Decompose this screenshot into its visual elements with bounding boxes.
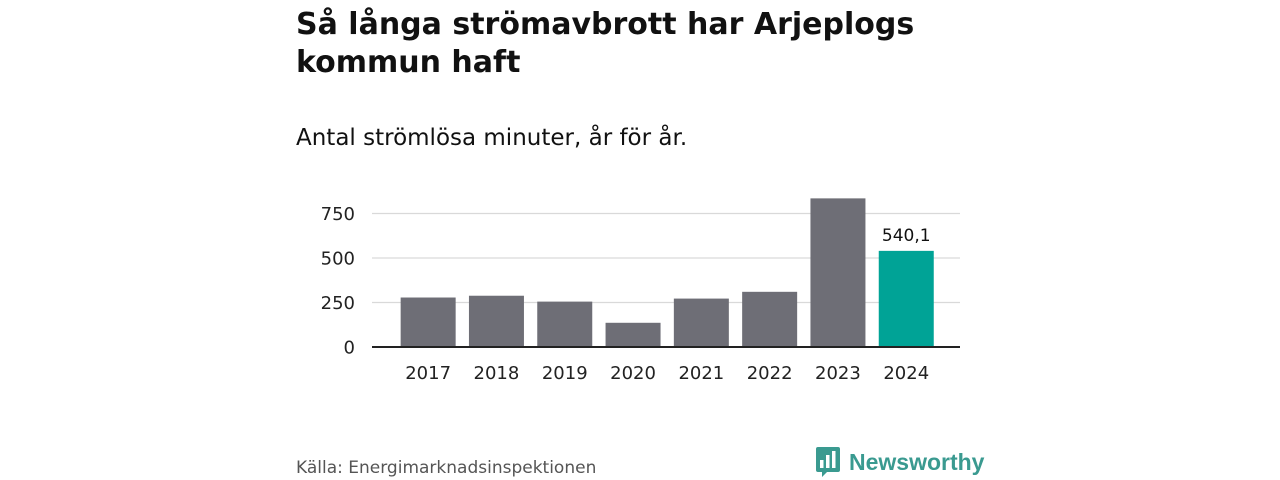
labels: 0 250 500 750 2017 2018 2019 2020 2021 2022 2023 20… bbox=[321, 204, 931, 384]
bar-2018 bbox=[468, 295, 524, 347]
chart-title: Så långa strömavbrott har Arjeplogs komm… bbox=[296, 7, 915, 80]
y-tick-label: 750 bbox=[321, 204, 355, 225]
gridlines bbox=[372, 212, 960, 304]
brand-name: Newsworthy bbox=[849, 449, 985, 475]
y-tick-label: 500 bbox=[321, 249, 355, 270]
chart-subtitle: Antal strömlösa minuter, år för år. bbox=[296, 125, 688, 151]
bar-2020 bbox=[605, 322, 661, 347]
bar-2024 bbox=[878, 250, 934, 347]
y-tick-label: 0 bbox=[344, 338, 355, 359]
x-tick-label: 2021 bbox=[678, 363, 724, 384]
bar-2021 bbox=[673, 298, 729, 347]
x-tick-label: 2022 bbox=[747, 363, 793, 384]
x-tick-label: 2019 bbox=[542, 363, 588, 384]
brand-logo: Newsworthy bbox=[815, 446, 984, 478]
x-tick-label: 2018 bbox=[474, 363, 520, 384]
bar-2023 bbox=[810, 198, 866, 347]
bar-chart-speech-bubble-icon bbox=[816, 447, 840, 477]
source-note: Källa: Energimarknadsinspektionen bbox=[296, 458, 597, 478]
bar-2017 bbox=[400, 297, 456, 347]
x-tick-label: 2017 bbox=[405, 363, 451, 384]
bar-2022 bbox=[742, 291, 798, 347]
y-tick-label: 250 bbox=[321, 293, 355, 314]
x-tick-label: 2024 bbox=[883, 363, 929, 384]
bars bbox=[400, 198, 934, 347]
data-label-2024: 540,1 bbox=[882, 226, 931, 246]
bar-2019 bbox=[537, 301, 593, 347]
x-tick-label: 2020 bbox=[610, 363, 656, 384]
x-tick-label: 2023 bbox=[815, 363, 861, 384]
